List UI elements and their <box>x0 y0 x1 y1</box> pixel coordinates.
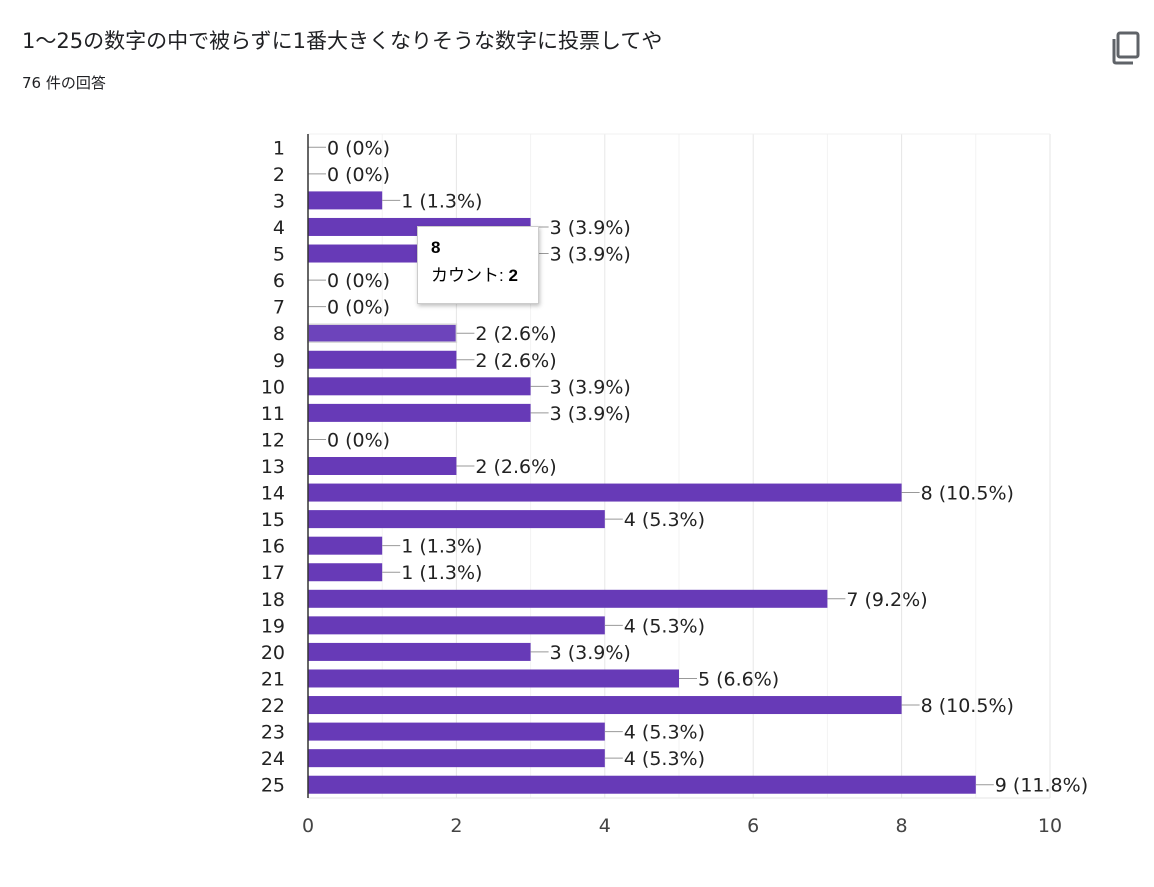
data-label: 0 (0%) <box>327 270 390 292</box>
y-tick-label: 15 <box>261 509 285 531</box>
data-label: 7 (9.2%) <box>846 589 927 611</box>
data-label: 0 (0%) <box>327 137 390 159</box>
y-tick-label: 13 <box>261 456 285 478</box>
bar <box>308 483 902 502</box>
y-tick-label: 6 <box>273 270 285 292</box>
bar <box>308 669 679 688</box>
data-label: 1 (1.3%) <box>401 190 482 212</box>
data-label: 4 (5.3%) <box>624 509 705 531</box>
response-count: 76 件の回答 <box>22 74 106 92</box>
tooltip-count-label: カウント: <box>431 266 509 285</box>
data-label: 8 (10.5%) <box>921 695 1014 717</box>
bar <box>308 403 531 422</box>
bar <box>308 191 383 210</box>
y-tick-label: 12 <box>261 429 285 451</box>
y-tick-label: 2 <box>273 164 285 186</box>
y-tick-label: 11 <box>261 403 285 425</box>
data-label: 0 (0%) <box>327 164 390 186</box>
data-label: 3 (3.9%) <box>550 403 631 425</box>
bar <box>308 722 605 741</box>
y-tick-label: 4 <box>273 217 285 239</box>
tooltip-count-row: カウント: 2 <box>431 263 538 289</box>
y-tick-label: 10 <box>261 376 285 398</box>
bar <box>308 536 383 555</box>
data-label: 4 (5.3%) <box>624 722 705 744</box>
bar <box>308 457 457 475</box>
data-label: 2 (2.6%) <box>475 456 556 478</box>
data-label: 5 (6.6%) <box>698 668 779 690</box>
y-tick-label: 18 <box>261 589 285 611</box>
bar <box>308 510 605 529</box>
copy-chart-button[interactable] <box>1104 26 1146 68</box>
question-title: 1〜25の数字の中で被らずに1番大きくなりそうな数字に投票してや <box>22 29 663 53</box>
data-label: 3 (3.9%) <box>550 244 631 266</box>
x-tick-label: 6 <box>747 815 759 837</box>
data-label: 1 (1.3%) <box>401 536 482 558</box>
bar <box>308 616 605 635</box>
bar <box>308 642 531 661</box>
x-tick-label: 2 <box>450 815 462 837</box>
y-tick-label: 25 <box>261 775 285 797</box>
bar <box>308 377 531 396</box>
data-label: 4 (5.3%) <box>624 748 705 770</box>
data-label: 1 (1.3%) <box>401 562 482 584</box>
tooltip-count-value: 2 <box>508 266 518 285</box>
y-tick-label: 21 <box>261 668 285 690</box>
y-tick-label: 3 <box>273 190 285 212</box>
data-label: 2 (2.6%) <box>475 323 556 345</box>
y-tick-label: 1 <box>273 137 285 159</box>
x-tick-label: 8 <box>896 815 908 837</box>
bar <box>308 775 976 794</box>
data-label: 0 (0%) <box>327 429 390 451</box>
y-tick-label: 23 <box>261 722 285 744</box>
data-label: 4 (5.3%) <box>624 615 705 637</box>
data-label: 2 (2.6%) <box>475 350 556 372</box>
y-tick-label: 22 <box>261 695 285 717</box>
y-tick-label: 7 <box>273 297 285 319</box>
data-label: 9 (11.8%) <box>995 775 1088 797</box>
bar <box>308 696 902 715</box>
x-tick-label: 10 <box>1038 815 1062 837</box>
y-tick-label: 20 <box>261 642 285 664</box>
bar-highlighted <box>307 323 458 343</box>
y-tick-label: 16 <box>261 536 285 558</box>
y-tick-label: 19 <box>261 615 285 637</box>
copy-icon <box>1112 31 1140 65</box>
y-tick-label: 8 <box>273 323 285 345</box>
tooltip-category: 8 <box>431 238 441 257</box>
bar <box>308 563 383 582</box>
data-label: 3 (3.9%) <box>550 217 631 239</box>
x-tick-label: 4 <box>599 815 611 837</box>
bar <box>308 589 828 608</box>
tooltip: 8 カウント: 2 <box>417 226 539 304</box>
data-label: 0 (0%) <box>327 297 390 319</box>
data-label: 8 (10.5%) <box>921 483 1014 505</box>
y-tick-label: 5 <box>273 244 285 266</box>
y-tick-label: 9 <box>273 350 285 372</box>
data-label: 3 (3.9%) <box>550 376 631 398</box>
bar <box>308 749 605 768</box>
y-tick-label: 14 <box>261 483 285 505</box>
y-tick-label: 24 <box>261 748 285 770</box>
bar <box>308 350 457 369</box>
y-tick-label: 17 <box>261 562 285 584</box>
data-label: 3 (3.9%) <box>550 642 631 664</box>
x-tick-label: 0 <box>302 815 314 837</box>
